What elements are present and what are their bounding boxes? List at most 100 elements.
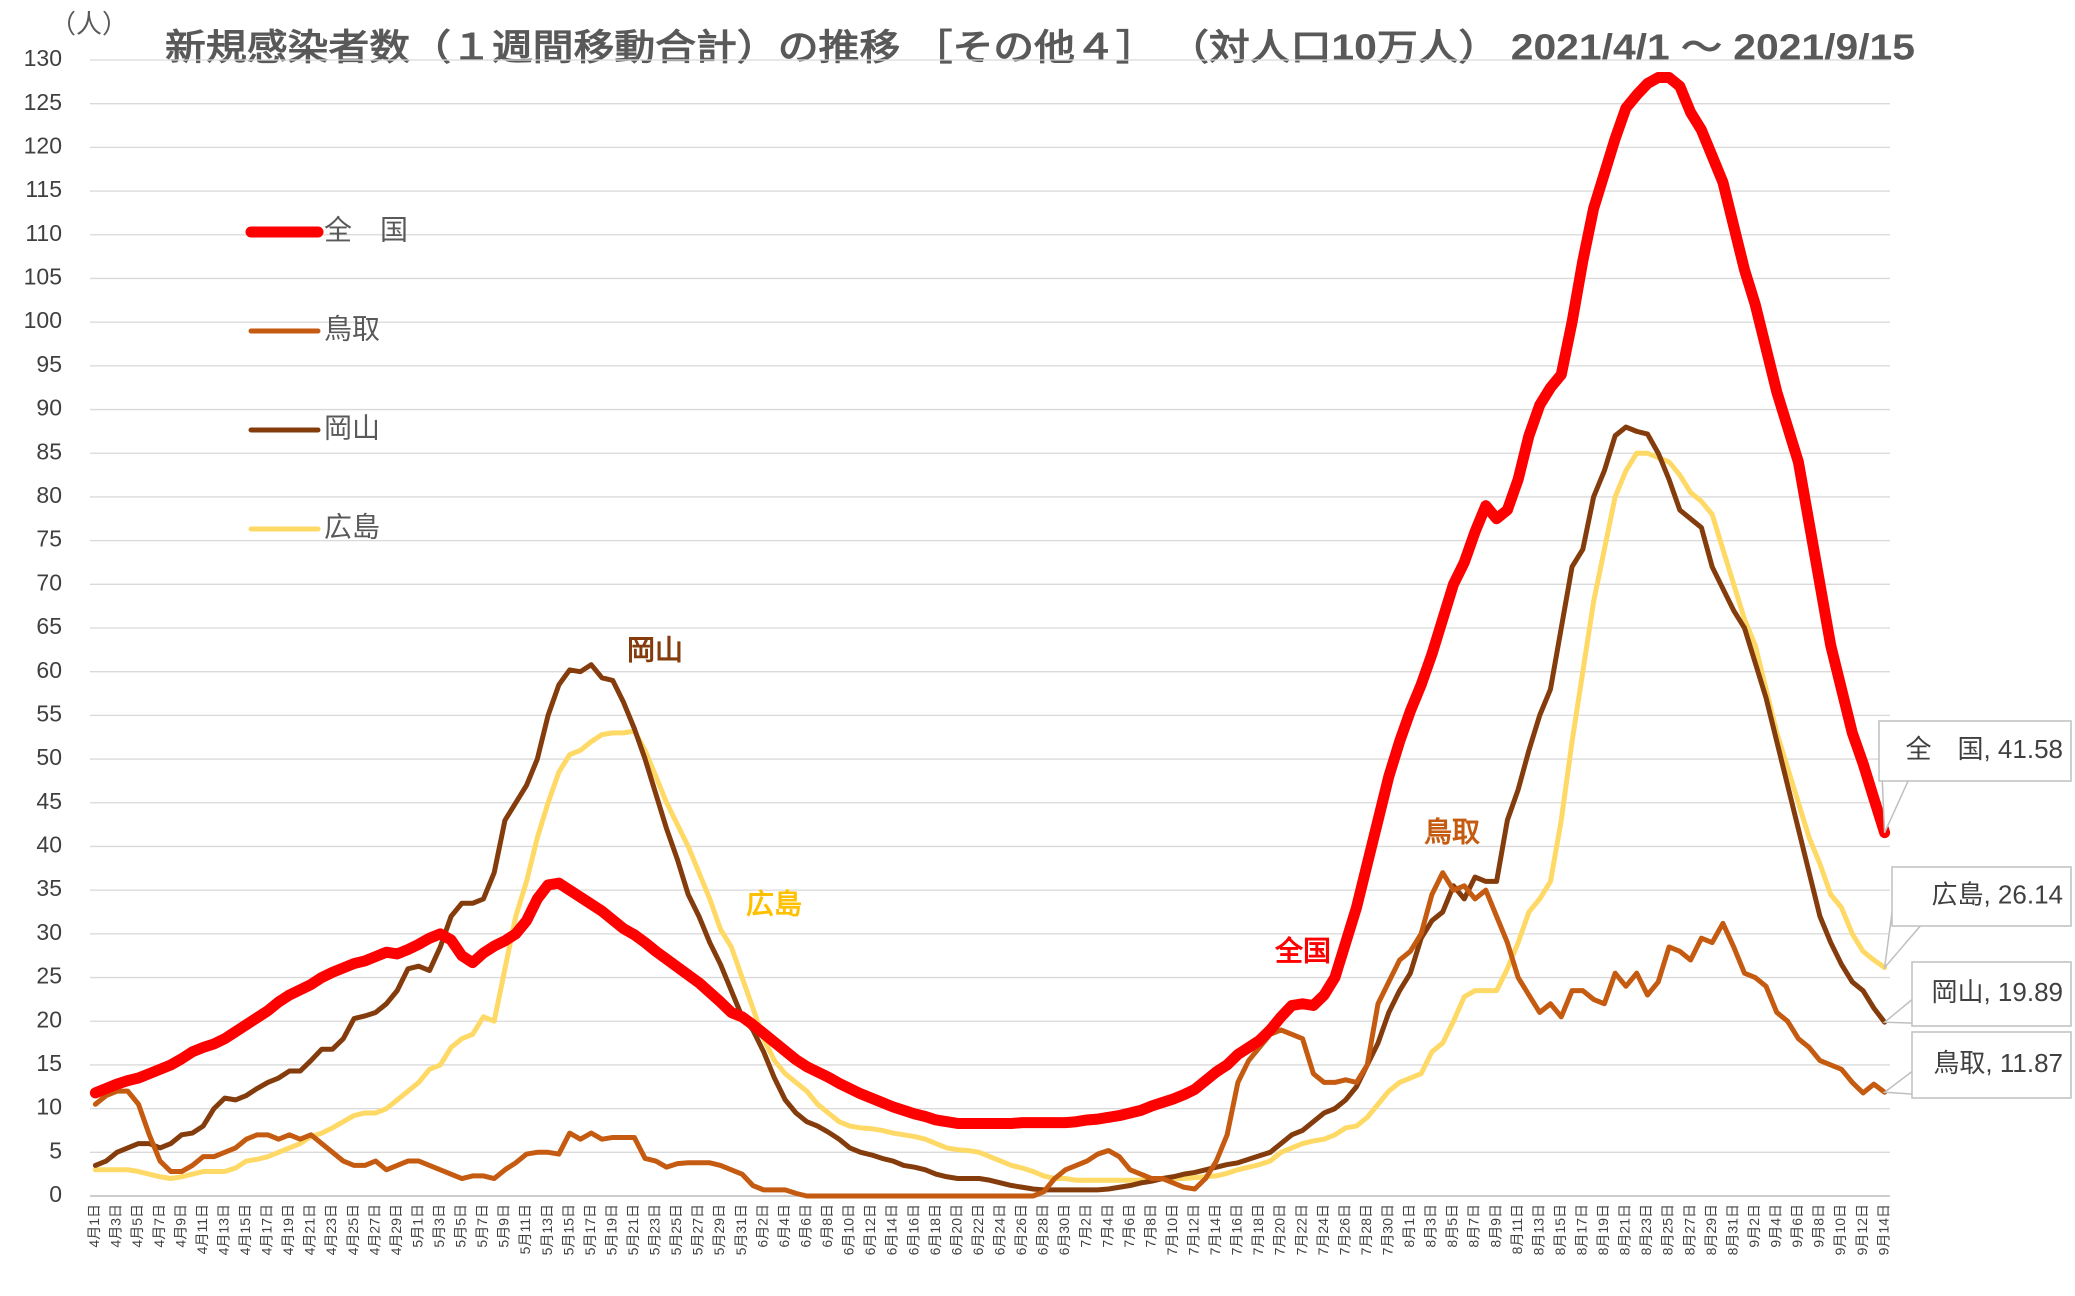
x-tick-label: 6月2日 xyxy=(754,1204,770,1248)
series-line xyxy=(92,424,1888,1193)
x-tick-label: 6月28日 xyxy=(1035,1204,1051,1255)
x-tick-label: 8月17日 xyxy=(1574,1204,1590,1255)
y-tick-label: 70 xyxy=(36,569,62,595)
y-tick-label: 25 xyxy=(36,963,62,989)
x-tick-label: 7月26日 xyxy=(1336,1204,1352,1255)
x-tick-label: 4月15日 xyxy=(237,1204,253,1255)
x-tick-label: 5月3日 xyxy=(431,1204,447,1248)
y-tick-label: 45 xyxy=(36,788,62,814)
callout: 岡山, 19.89 xyxy=(1882,961,2072,1027)
callout: 鳥取, 11.87 xyxy=(1882,1031,2072,1099)
x-tick-label: 9月10日 xyxy=(1832,1204,1848,1255)
x-tick-label: 5月19日 xyxy=(603,1204,619,1255)
x-tick-label: 8月9日 xyxy=(1487,1204,1503,1248)
y-tick-label: 115 xyxy=(25,176,62,202)
y-tick-label: 35 xyxy=(36,875,62,901)
x-tick-label: 4月9日 xyxy=(172,1204,188,1248)
y-tick-label: 20 xyxy=(36,1006,62,1032)
x-tick-label: 8月27日 xyxy=(1681,1204,1697,1255)
x-tick-label: 5月29日 xyxy=(711,1204,727,1255)
y-tick-label: 120 xyxy=(24,132,62,158)
y-tick-label: 55 xyxy=(36,700,62,726)
x-tick-label: 7月6日 xyxy=(1121,1204,1137,1248)
legend-label: 鳥取 xyxy=(324,313,380,344)
x-tick-label: 6月24日 xyxy=(991,1204,1007,1255)
x-tick-label: 4月19日 xyxy=(280,1204,296,1255)
x-tick-label: 4月29日 xyxy=(388,1204,404,1255)
annotation: 岡山 xyxy=(627,634,683,665)
x-tick-label: 5月11日 xyxy=(517,1204,533,1254)
x-tick-label: 7月18日 xyxy=(1250,1204,1266,1255)
annotation: 広島 xyxy=(746,888,802,919)
x-tick-label: 4月25日 xyxy=(345,1204,361,1255)
x-tick-label: 7月28日 xyxy=(1358,1204,1374,1255)
x-tick-label: 4月7日 xyxy=(151,1204,167,1248)
x-tick-label: 8月15日 xyxy=(1552,1204,1568,1255)
series-line xyxy=(89,71,1891,1129)
x-tick-label: 5月1日 xyxy=(409,1204,425,1248)
y-tick-label: 110 xyxy=(25,220,62,246)
callout-label: 鳥取, 11.87 xyxy=(1933,1048,2063,1078)
y-tick-label: 60 xyxy=(36,657,62,683)
x-tick-label: 5月23日 xyxy=(647,1204,663,1255)
y-tick-label: 130 xyxy=(24,45,62,71)
x-tick-label: 4月13日 xyxy=(215,1204,231,1255)
x-tick-label: 5月25日 xyxy=(668,1204,684,1255)
x-tick-label: 8月25日 xyxy=(1660,1204,1676,1255)
x-tick-label: 6月10日 xyxy=(841,1204,857,1255)
x-tick-label: 7月10日 xyxy=(1164,1204,1180,1255)
x-tick-label: 5月9日 xyxy=(496,1204,512,1248)
x-tick-label: 9月8日 xyxy=(1811,1204,1827,1248)
chart-title: 新規感染者数（１週間移動合計）の推移 ［その他４］ （対人口10万人） 2021… xyxy=(165,27,1915,68)
y-tick-label: 125 xyxy=(24,89,62,115)
y-tick-label: 5 xyxy=(49,1137,62,1163)
y-tick-label: 95 xyxy=(36,351,62,377)
x-tick-label: 9月12日 xyxy=(1854,1204,1870,1255)
x-tick-label: 6月4日 xyxy=(776,1204,792,1248)
x-tick-label: 6月20日 xyxy=(948,1204,964,1255)
y-tick-label: 40 xyxy=(36,832,62,858)
x-tick-label: 8月1日 xyxy=(1401,1204,1417,1248)
x-tick-label: 4月1日 xyxy=(86,1204,102,1248)
x-tick-label: 8月5日 xyxy=(1444,1204,1460,1248)
x-tick-label: 8月13日 xyxy=(1530,1204,1546,1255)
annotation: 鳥取 xyxy=(1424,815,1480,847)
x-tick-label: 4月11日 xyxy=(194,1204,210,1254)
y-tick-label: 30 xyxy=(36,919,62,945)
x-tick-label: 5月15日 xyxy=(560,1204,576,1255)
callout-box xyxy=(1911,961,2072,1027)
x-tick-label: 7月4日 xyxy=(1099,1204,1115,1248)
x-tick-label: 7月24日 xyxy=(1315,1204,1331,1255)
y-tick-label: 100 xyxy=(24,307,62,333)
x-tick-label: 8月3日 xyxy=(1423,1204,1439,1248)
y-tick-label: 85 xyxy=(36,438,62,464)
x-tick-label: 9月4日 xyxy=(1768,1204,1784,1248)
x-tick-label: 6月22日 xyxy=(970,1204,986,1255)
x-tick-label: 4月5日 xyxy=(129,1204,145,1248)
annotation: 全国 xyxy=(1274,934,1331,966)
x-tick-label: 7月20日 xyxy=(1272,1204,1288,1255)
x-tick-label: 4月17日 xyxy=(259,1204,275,1255)
callout: 広島, 26.14 xyxy=(1883,866,2072,970)
x-tick-label: 4月27日 xyxy=(366,1204,382,1255)
x-tick-label: 8月21日 xyxy=(1617,1204,1633,1255)
x-tick-label: 7月8日 xyxy=(1142,1204,1158,1248)
x-tick-label: 5月5日 xyxy=(453,1204,469,1248)
x-tick-label: 6月6日 xyxy=(797,1204,813,1248)
x-tick-label: 8月31日 xyxy=(1724,1204,1740,1255)
x-tick-label: 4月3日 xyxy=(108,1204,124,1248)
x-tick-label: 5月27日 xyxy=(690,1204,706,1255)
x-tick-label: 7月22日 xyxy=(1293,1204,1309,1255)
x-tick-label: 4月23日 xyxy=(323,1204,339,1255)
x-tick-label: 9月2日 xyxy=(1746,1204,1762,1248)
y-tick-label: 0 xyxy=(49,1181,62,1207)
x-tick-label: 8月19日 xyxy=(1595,1204,1611,1255)
legend-label: 全 国 xyxy=(324,214,408,245)
callout-box xyxy=(1911,1031,2072,1099)
y-tick-label: 50 xyxy=(36,744,62,770)
x-tick-label: 6月16日 xyxy=(905,1204,921,1255)
legend-label: 広島 xyxy=(324,511,380,542)
x-tick-label: 7月14日 xyxy=(1207,1204,1223,1255)
y-tick-label: 105 xyxy=(24,264,62,290)
